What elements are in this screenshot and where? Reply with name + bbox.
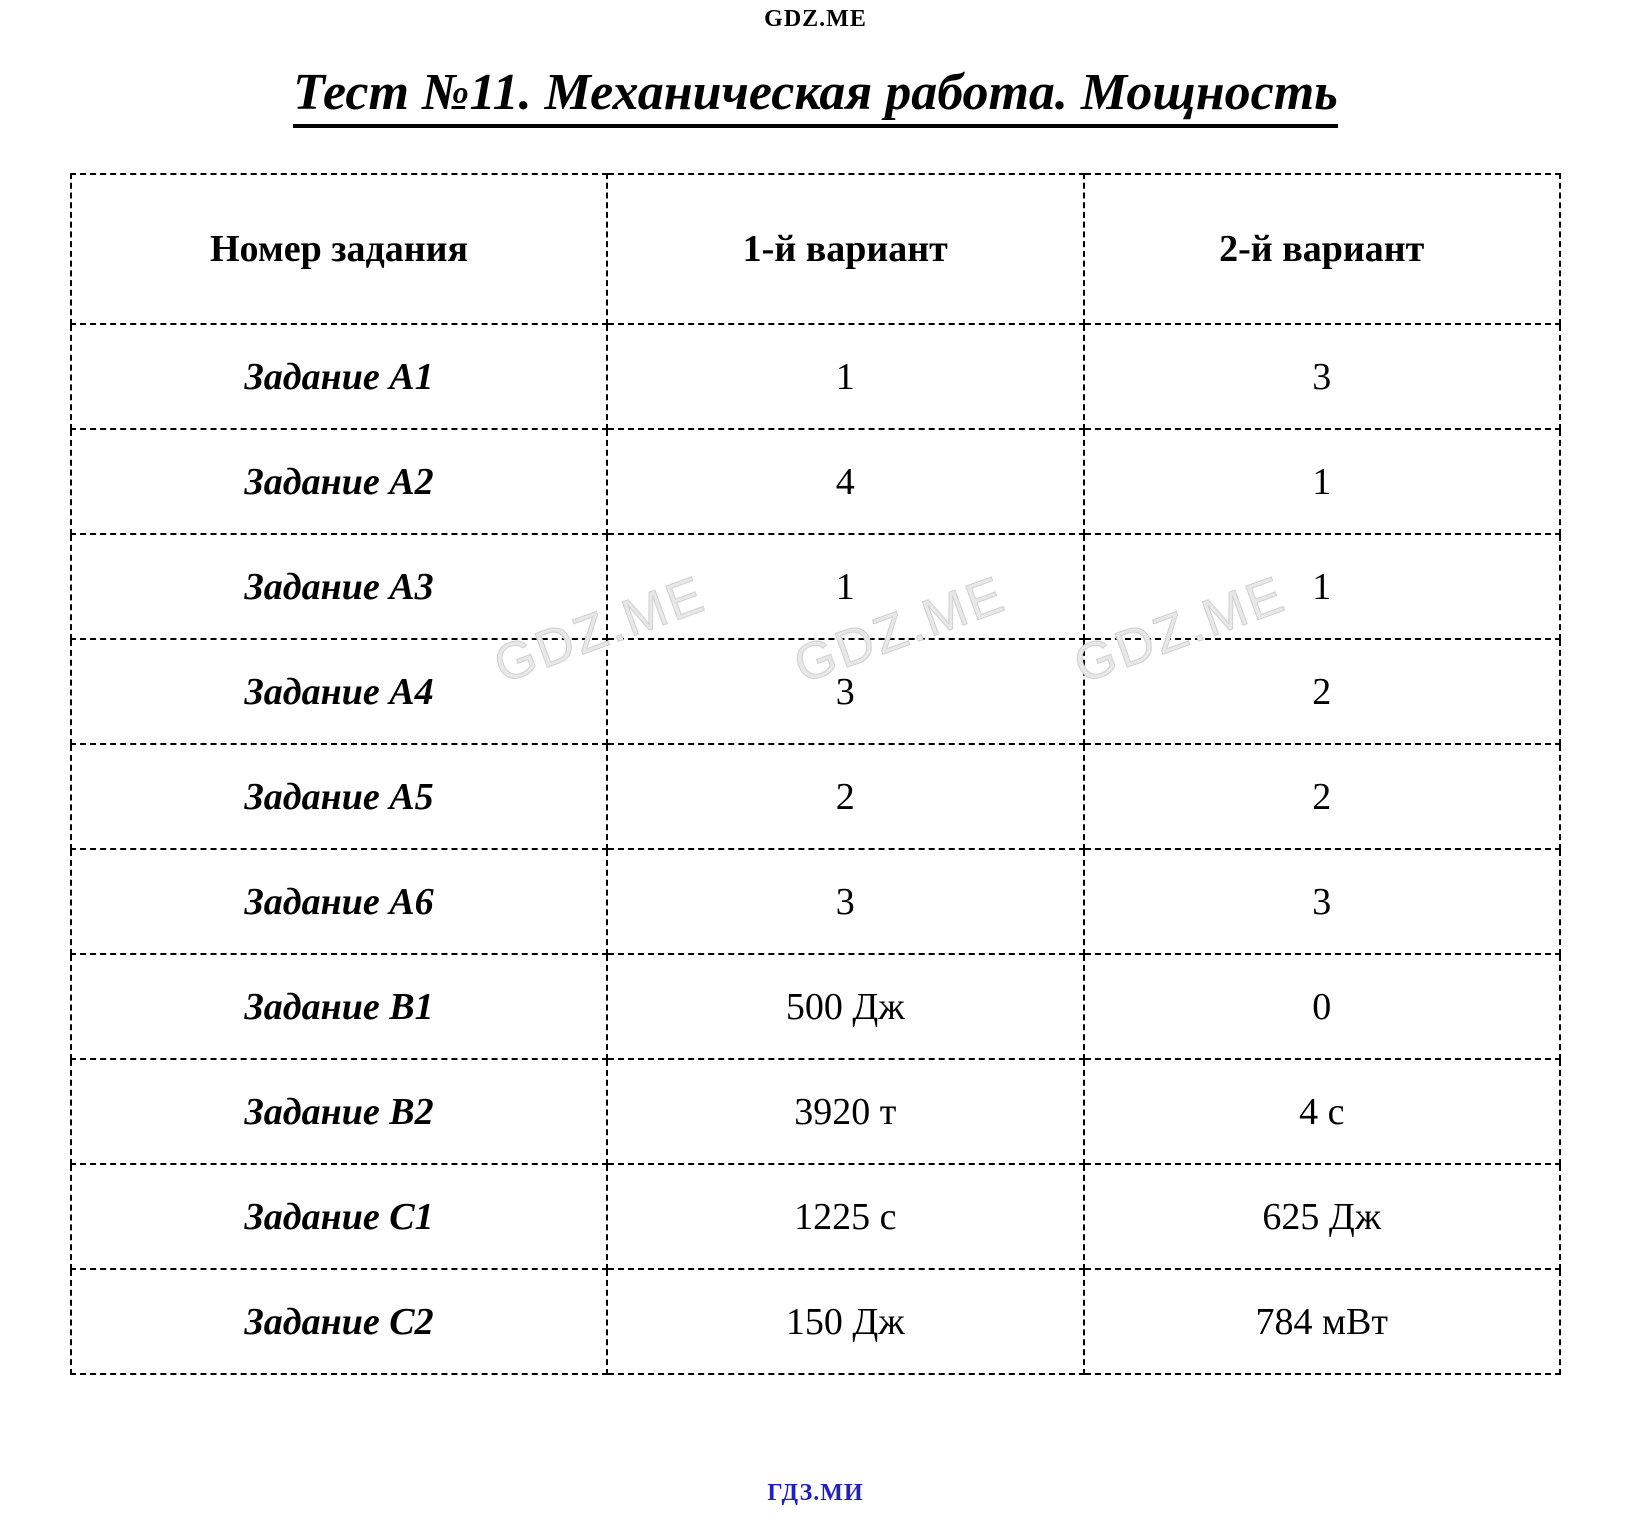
cell-variant1: 150 Дж bbox=[607, 1269, 1083, 1374]
table-row: Задание В1 500 Дж 0 bbox=[71, 954, 1560, 1059]
task-label: Задание С2 bbox=[71, 1269, 607, 1374]
cell-variant2: 4 с bbox=[1084, 1059, 1561, 1164]
table-row: Задание С2 150 Дж 784 мВт bbox=[71, 1269, 1560, 1374]
answers-table-container: Номер задания 1-й вариант 2-й вариант За… bbox=[70, 173, 1561, 1375]
cell-variant1: 2 bbox=[607, 744, 1083, 849]
table-row: Задание В2 3920 т 4 с bbox=[71, 1059, 1560, 1164]
cell-variant2: 784 мВт bbox=[1084, 1269, 1561, 1374]
task-label: Задание А1 bbox=[71, 324, 607, 429]
cell-variant2: 0 bbox=[1084, 954, 1561, 1059]
cell-variant1: 500 Дж bbox=[607, 954, 1083, 1059]
cell-variant2: 2 bbox=[1084, 744, 1561, 849]
table-row: Задание А5 2 2 bbox=[71, 744, 1560, 849]
task-label: Задание А4 bbox=[71, 639, 607, 744]
cell-variant1: 3920 т bbox=[607, 1059, 1083, 1164]
cell-variant2: 3 bbox=[1084, 324, 1561, 429]
cell-variant2: 625 Дж bbox=[1084, 1164, 1561, 1269]
task-label: Задание А2 bbox=[71, 429, 607, 534]
task-label: Задание В1 bbox=[71, 954, 607, 1059]
table-row: Задание А4 3 2 bbox=[71, 639, 1560, 744]
cell-variant2: 1 bbox=[1084, 534, 1561, 639]
table-row: Задание С1 1225 с 625 Дж bbox=[71, 1164, 1560, 1269]
cell-variant1: 3 bbox=[607, 849, 1083, 954]
cell-variant2: 2 bbox=[1084, 639, 1561, 744]
answers-table: Номер задания 1-й вариант 2-й вариант За… bbox=[70, 173, 1561, 1375]
cell-variant1: 1 bbox=[607, 324, 1083, 429]
title-container: Тест №11. Механическая работа. Мощность bbox=[0, 63, 1631, 128]
cell-variant2: 1 bbox=[1084, 429, 1561, 534]
cell-variant1: 1225 с bbox=[607, 1164, 1083, 1269]
table-row: Задание А3 1 1 bbox=[71, 534, 1560, 639]
col-header-variant1: 1-й вариант bbox=[607, 174, 1083, 324]
col-header-task: Номер задания bbox=[71, 174, 607, 324]
task-label: Задание С1 bbox=[71, 1164, 607, 1269]
table-row: Задание А6 3 3 bbox=[71, 849, 1560, 954]
task-label: Задание А6 bbox=[71, 849, 607, 954]
table-row: Задание А1 1 3 bbox=[71, 324, 1560, 429]
table-row: Задание А2 4 1 bbox=[71, 429, 1560, 534]
cell-variant1: 3 bbox=[607, 639, 1083, 744]
cell-variant1: 1 bbox=[607, 534, 1083, 639]
page-title: Тест №11. Механическая работа. Мощность bbox=[293, 63, 1338, 128]
task-label: Задание А5 bbox=[71, 744, 607, 849]
cell-variant2: 3 bbox=[1084, 849, 1561, 954]
cell-variant1: 4 bbox=[607, 429, 1083, 534]
col-header-variant2: 2-й вариант bbox=[1084, 174, 1561, 324]
task-label: Задание В2 bbox=[71, 1059, 607, 1164]
top-watermark-label: GDZ.ME bbox=[0, 0, 1631, 33]
bottom-watermark-label: ГДЗ.МИ bbox=[0, 1480, 1631, 1507]
table-header-row: Номер задания 1-й вариант 2-й вариант bbox=[71, 174, 1560, 324]
task-label: Задание А3 bbox=[71, 534, 607, 639]
